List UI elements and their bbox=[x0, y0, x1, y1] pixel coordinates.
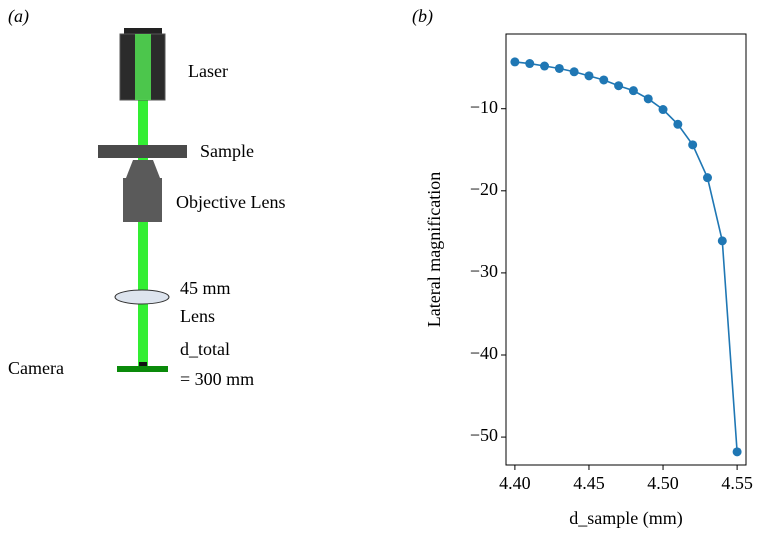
data-point bbox=[554, 63, 564, 73]
label: d_total bbox=[180, 339, 230, 359]
data-point bbox=[525, 59, 535, 69]
label: Objective Lens bbox=[176, 192, 285, 212]
x-tick-label: 4.45 bbox=[573, 473, 605, 493]
y-tick-label: −30 bbox=[470, 261, 498, 281]
y-axis-label: Lateral magnification bbox=[424, 172, 444, 327]
label: Lens bbox=[180, 306, 215, 326]
data-point bbox=[599, 75, 609, 85]
data-point bbox=[569, 67, 579, 77]
x-tick-label: 4.50 bbox=[647, 473, 679, 493]
x-tick-label: 4.55 bbox=[721, 473, 753, 493]
y-tick-label: −10 bbox=[470, 97, 498, 117]
objective-body bbox=[123, 178, 162, 222]
data-point bbox=[614, 81, 624, 91]
setup-diagram: (a) Laser Sample Objective Lens 45 mm Le… bbox=[8, 6, 285, 389]
camera-sensor bbox=[117, 366, 168, 372]
y-tick-label: −40 bbox=[470, 343, 498, 363]
x-tick-label: 4.40 bbox=[499, 473, 531, 493]
data-point bbox=[732, 447, 742, 457]
data-point bbox=[688, 140, 698, 150]
label: = 300 mm bbox=[180, 369, 254, 389]
data-point bbox=[628, 86, 638, 96]
data-point bbox=[702, 173, 712, 183]
laser-beam-inner bbox=[135, 34, 151, 100]
data-point bbox=[658, 105, 668, 115]
data-point bbox=[717, 236, 727, 246]
label: 45 mm bbox=[180, 278, 231, 298]
x-axis-label: d_sample (mm) bbox=[569, 508, 682, 529]
data-point bbox=[584, 71, 594, 81]
plot-frame bbox=[505, 33, 747, 466]
label: Laser bbox=[188, 61, 228, 81]
data-point bbox=[673, 119, 683, 129]
y-tick-label: −20 bbox=[470, 179, 498, 199]
label: Sample bbox=[200, 141, 254, 161]
panel-label: (a) bbox=[8, 6, 29, 27]
data-point bbox=[540, 61, 550, 71]
panel-label: (b) bbox=[412, 6, 433, 27]
data-point bbox=[510, 57, 520, 67]
camera-mount bbox=[139, 362, 147, 367]
label: Camera bbox=[8, 358, 64, 378]
y-tick-label: −50 bbox=[470, 425, 498, 445]
lens-shape bbox=[114, 289, 170, 305]
data-line bbox=[514, 61, 738, 452]
sample-plate bbox=[98, 145, 187, 158]
objective-tip bbox=[126, 160, 160, 178]
laser-cap bbox=[124, 28, 162, 34]
data-point bbox=[643, 94, 653, 104]
